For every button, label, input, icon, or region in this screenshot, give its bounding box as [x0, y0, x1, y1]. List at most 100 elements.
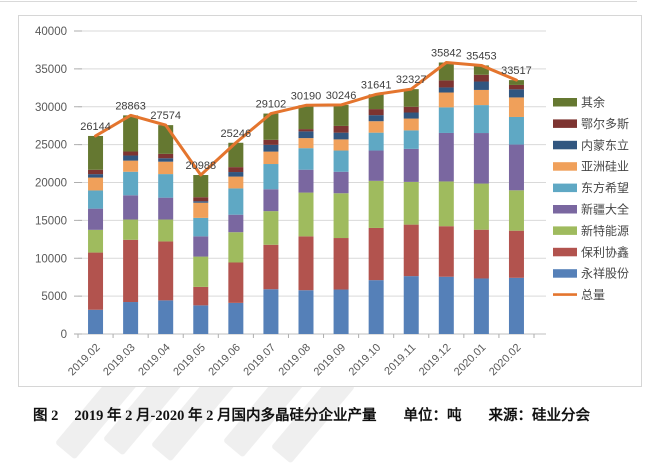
bar-segment — [123, 302, 139, 334]
x-tick-label: 2020.01 — [452, 342, 489, 379]
bar-segment — [298, 192, 314, 237]
x-tick-label: 2019.04 — [136, 342, 173, 379]
bar-segment — [158, 161, 174, 175]
bar-segment — [438, 80, 454, 88]
figure-label: 图 2 — [33, 408, 59, 424]
bar-segment — [298, 148, 314, 170]
bar-segment — [193, 175, 209, 198]
bar-segment — [228, 214, 244, 233]
legend-swatch — [553, 98, 577, 107]
figure-source: 来源：硅业分会 — [488, 408, 590, 424]
bar-segment — [508, 190, 524, 231]
bar-segment — [123, 219, 139, 240]
bar-segment — [508, 84, 524, 90]
bar-segment — [438, 87, 454, 93]
bar-segment — [158, 300, 174, 334]
bar-segment — [228, 262, 244, 303]
legend-swatch — [553, 205, 577, 214]
bar-segment — [228, 142, 244, 168]
data-label: 27574 — [150, 110, 181, 122]
bar-segment — [368, 115, 384, 122]
x-tick-label: 2019.10 — [347, 342, 384, 379]
bar-segment — [368, 227, 384, 281]
total-line — [94, 60, 518, 177]
bar-segment — [298, 290, 314, 334]
data-label: 20988 — [185, 160, 216, 172]
bar-segment — [88, 169, 104, 175]
bar-segment — [193, 305, 209, 334]
bar-segment — [473, 65, 489, 75]
bar-segment — [298, 131, 314, 139]
bar-segment — [123, 115, 139, 152]
bar-segment — [438, 226, 454, 277]
bar-segment — [403, 89, 419, 107]
bar-segment — [368, 180, 384, 228]
bar-segment — [473, 105, 489, 134]
bar-segment — [438, 276, 454, 334]
bar-segment — [158, 241, 174, 301]
bar-segment — [228, 188, 244, 215]
bar-segment — [333, 193, 349, 239]
bar-segment — [333, 238, 349, 290]
bar-segment — [403, 112, 419, 119]
bar-segment — [508, 116, 524, 145]
bar-segment — [333, 132, 349, 140]
bar-segment — [403, 224, 419, 277]
bar-segment — [193, 236, 209, 257]
bar-segment — [508, 97, 524, 117]
x-tick-label: 2020.02 — [487, 342, 524, 379]
x-tick-label: 2019.12 — [417, 342, 454, 379]
bar-segment — [473, 133, 489, 184]
bar-segment — [368, 150, 384, 181]
y-tick-label: 30000 — [35, 102, 67, 114]
data-label: 25246 — [221, 128, 252, 140]
bar-segment — [158, 174, 174, 198]
bar-segment — [473, 229, 489, 279]
bar-segment — [263, 211, 279, 245]
bar-segment — [123, 195, 139, 220]
y-tick-label: 0 — [61, 329, 67, 341]
bar-segment — [263, 244, 279, 290]
bar-segment — [403, 106, 419, 113]
legend-swatch — [553, 119, 577, 128]
bar-segment — [193, 197, 209, 202]
bar-segment — [193, 202, 209, 218]
page-divider-line — [0, 1, 637, 2]
bar-segment — [333, 104, 349, 126]
bar-segment — [88, 208, 104, 230]
bar-segment — [263, 151, 279, 165]
bar-segment — [263, 113, 279, 140]
legend-label: 永祥股份 — [581, 267, 629, 281]
legend-label: 内蒙东立 — [581, 137, 629, 152]
bar-segment — [193, 217, 209, 237]
bar-segment — [403, 130, 419, 149]
x-tick-label: 2019.05 — [171, 342, 208, 379]
bar-segment — [263, 189, 279, 212]
legend-label: 亚洲硅业 — [581, 160, 629, 174]
data-label: 32327 — [396, 74, 427, 86]
bar-segment — [333, 289, 349, 334]
bar-segment — [438, 181, 454, 227]
bar-segment — [158, 153, 174, 159]
legend-swatch — [553, 140, 577, 150]
bar-segment — [88, 177, 104, 191]
data-label: 30190 — [291, 90, 322, 102]
legend-swatch — [553, 247, 577, 257]
x-tick-label: 2019.08 — [277, 342, 314, 379]
figure-title: 2019 年 2 月-2020 年 2 月国内多晶硅分企业产量 — [74, 408, 377, 424]
bar-segment — [263, 139, 279, 145]
x-tick-label: 2019.06 — [206, 342, 243, 379]
bar-segment — [508, 144, 524, 191]
y-tick-label: 40000 — [35, 26, 67, 38]
legend-label: 其余 — [581, 95, 605, 110]
x-tick-label: 2019.07 — [241, 342, 278, 379]
legend-label: 保利协鑫 — [581, 244, 629, 259]
x-tick-label: 2019.11 — [382, 342, 418, 378]
bar-segment — [158, 158, 174, 162]
y-tick-label: 35000 — [35, 64, 67, 76]
bar-segment — [438, 132, 454, 182]
y-tick-label: 10000 — [35, 253, 67, 265]
bar-segment — [158, 197, 174, 220]
bar-segment — [298, 129, 314, 132]
bar-segment — [473, 89, 489, 106]
